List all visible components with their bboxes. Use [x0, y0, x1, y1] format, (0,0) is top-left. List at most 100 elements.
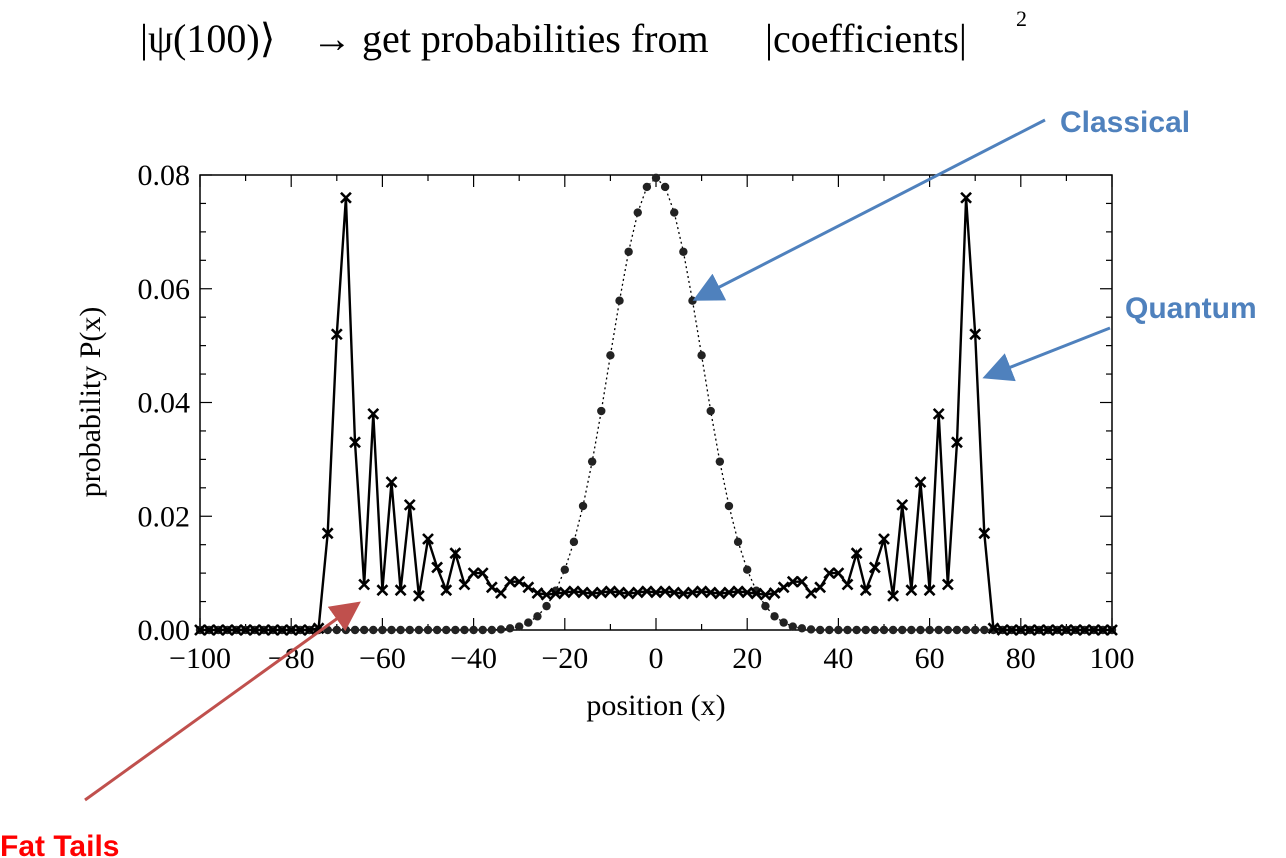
- quantum-point: [631, 586, 644, 599]
- quantum-point: [1042, 624, 1055, 636]
- classical-point: [505, 624, 515, 633]
- classical-point: [806, 625, 816, 634]
- classical-point: [934, 625, 943, 635]
- quantum-point: [367, 407, 380, 420]
- quantum-point: [1014, 624, 1027, 636]
- quantum-point: [394, 584, 407, 597]
- classical-point: [533, 612, 542, 621]
- quantum-point: [1087, 624, 1100, 636]
- classical-point: [332, 625, 341, 635]
- classical-point: [350, 625, 360, 635]
- quantum-point: [1024, 624, 1036, 636]
- classical-point: [487, 625, 497, 635]
- quantum-point: [577, 586, 589, 599]
- quantum-point: [1096, 624, 1109, 636]
- quantum-point: [640, 585, 653, 598]
- quantum-point: [1005, 624, 1018, 636]
- quantum-point: [285, 624, 298, 636]
- classical-point: [861, 625, 870, 635]
- classical-point: [770, 612, 779, 621]
- quantum-point: [668, 586, 681, 599]
- quantum-point: [704, 586, 717, 599]
- quantum-point: [695, 585, 708, 598]
- classical-point: [888, 625, 898, 635]
- quantum-point: [659, 585, 672, 598]
- quantum-line: [200, 197, 1112, 632]
- quantum-point: [531, 587, 544, 599]
- classical-point: [359, 625, 369, 635]
- quantum-point: [1078, 624, 1091, 636]
- classical-point: [578, 501, 588, 511]
- quantum-point: [859, 584, 872, 597]
- quantum-point: [914, 476, 927, 489]
- classical-point: [688, 296, 697, 305]
- classical-line: [200, 176, 1112, 631]
- quantum-point: [239, 624, 252, 636]
- title-ket: |ψ(100)⟩: [140, 16, 275, 61]
- quantum-point: [604, 585, 617, 598]
- classical-point: [341, 625, 351, 635]
- y-tick-label: 0.04: [138, 387, 191, 420]
- quantum-point: [485, 581, 498, 594]
- classical-label: Classical: [1060, 106, 1190, 139]
- classical-point: [980, 625, 989, 635]
- classical-point: [788, 622, 797, 631]
- axis-ticks: [199, 174, 1113, 631]
- fat-tails-arrow: [84, 601, 361, 802]
- quantum-point: [1106, 624, 1118, 636]
- classical-point: [460, 625, 469, 635]
- quantum-point: [832, 567, 845, 580]
- quantum-point: [312, 622, 325, 635]
- classical-point: [524, 618, 533, 627]
- classical-point: [423, 625, 433, 635]
- quantum-point: [887, 589, 900, 602]
- classical-point: [879, 625, 889, 635]
- classical-point: [761, 601, 770, 611]
- x-tick-label: −80: [268, 642, 315, 675]
- classical-point: [870, 625, 880, 635]
- classical-point: [815, 625, 825, 635]
- quantum-point: [476, 567, 489, 580]
- classical-point: [396, 625, 405, 635]
- y-tick-label: 0.06: [138, 273, 191, 306]
- quantum-point: [376, 584, 389, 597]
- quantum-point: [230, 624, 243, 636]
- quantum-point: [686, 586, 699, 599]
- quantum-point: [513, 575, 526, 588]
- classical-point: [587, 457, 597, 466]
- quantum-point: [932, 407, 945, 420]
- quantum-point: [777, 581, 790, 594]
- title-formula: |ψ(100)⟩ → get probabilities from |coeff…: [140, 6, 1027, 61]
- classical-point: [952, 625, 962, 635]
- quantum-point: [741, 586, 754, 599]
- classical-point: [569, 537, 579, 547]
- quantum-point: [294, 624, 307, 636]
- classical-arrow: [692, 118, 1046, 301]
- quantum-point: [568, 585, 580, 598]
- quantum-point: [841, 578, 854, 591]
- x-tick-label: 60: [915, 642, 945, 675]
- classical-point: [642, 182, 652, 192]
- classical-point: [597, 406, 606, 416]
- quantum-point: [996, 624, 1009, 636]
- quantum-point: [732, 585, 744, 598]
- classical-point: [469, 625, 478, 635]
- quantum-point: [422, 533, 434, 545]
- quantum-point: [586, 587, 599, 600]
- classical-point: [432, 625, 442, 635]
- quantum-point: [613, 586, 626, 599]
- quantum-point: [349, 436, 361, 449]
- classical-point: [651, 173, 661, 183]
- classical-point: [679, 247, 688, 256]
- classical-point: [442, 625, 451, 635]
- classical-point: [961, 625, 971, 635]
- quantum-point: [549, 587, 562, 600]
- quantum-point: [248, 624, 261, 636]
- quantum-point: [987, 622, 1000, 635]
- x-tick-label: 40: [823, 642, 853, 675]
- quantum-point: [723, 586, 735, 599]
- quantum-point: [412, 589, 425, 602]
- classical-point: [797, 624, 807, 633]
- y-tick-label: 0.00: [138, 614, 191, 647]
